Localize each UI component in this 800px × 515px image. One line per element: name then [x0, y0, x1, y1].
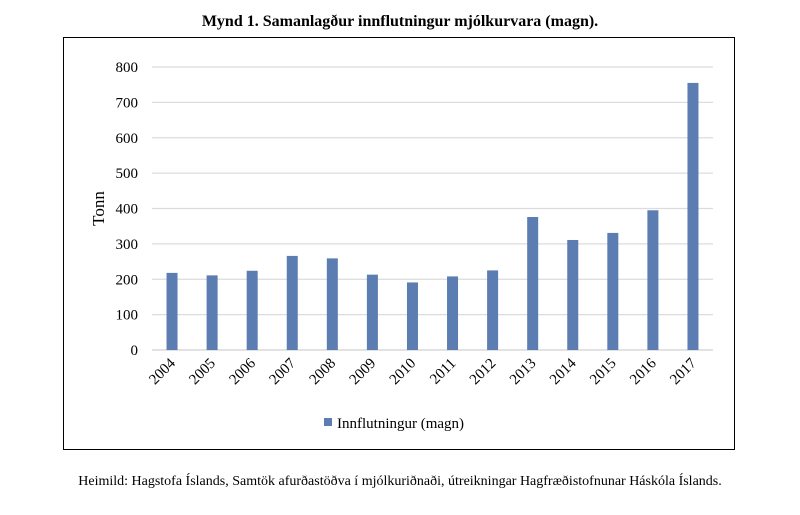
x-tick-label: 2004 [146, 355, 179, 388]
chart-title: Mynd 1. Samanlagður innflutningur mjólku… [201, 13, 599, 30]
y-tick-label: 700 [116, 95, 139, 111]
x-tick-label: 2006 [226, 355, 259, 388]
x-tick-label: 2009 [347, 356, 380, 389]
y-tick-label: 300 [116, 237, 139, 253]
x-tick-label: 2014 [547, 355, 580, 388]
y-tick-label: 0 [131, 343, 139, 359]
x-tick-label: 2008 [307, 356, 340, 389]
x-tick-label: 2005 [186, 356, 219, 389]
y-tick-label: 100 [116, 308, 139, 324]
x-tick-label: 2007 [267, 355, 300, 388]
bar-2014 [567, 239, 579, 350]
y-tick-label: 800 [116, 60, 139, 76]
x-tick-label: 2015 [587, 356, 620, 389]
x-tick-label: 2013 [507, 356, 540, 389]
x-tick-label: 2010 [387, 356, 420, 389]
x-tick-label: 2011 [427, 356, 459, 388]
bar-2016 [647, 210, 659, 350]
chart-frame [63, 37, 735, 450]
bar-2006 [246, 270, 258, 350]
x-tick-label: 2012 [467, 356, 500, 389]
bar-2009 [366, 274, 378, 350]
bar-2013 [527, 216, 539, 350]
bar-2015 [607, 232, 619, 350]
y-tick-label: 500 [116, 166, 139, 182]
bar-2005 [206, 275, 218, 350]
bar-2012 [487, 270, 499, 350]
bar-2007 [286, 255, 298, 350]
source-note: Heimild: Hagstofa Íslands, Samtök afurða… [78, 474, 722, 489]
legend-label: Innflutningur (magn) [337, 416, 464, 432]
bar-2010 [406, 282, 418, 350]
y-axis-label: Tonn [89, 191, 108, 226]
legend-swatch [324, 418, 332, 426]
y-tick-label: 200 [116, 272, 139, 288]
bar-2017 [687, 82, 699, 350]
bar-2011 [447, 276, 459, 350]
bar-2004 [166, 272, 178, 350]
y-tick-label: 600 [116, 131, 139, 147]
y-tick-label: 400 [116, 202, 139, 218]
bar-2008 [326, 258, 338, 350]
x-tick-label: 2016 [627, 355, 660, 388]
x-tick-label: 2017 [667, 355, 700, 388]
